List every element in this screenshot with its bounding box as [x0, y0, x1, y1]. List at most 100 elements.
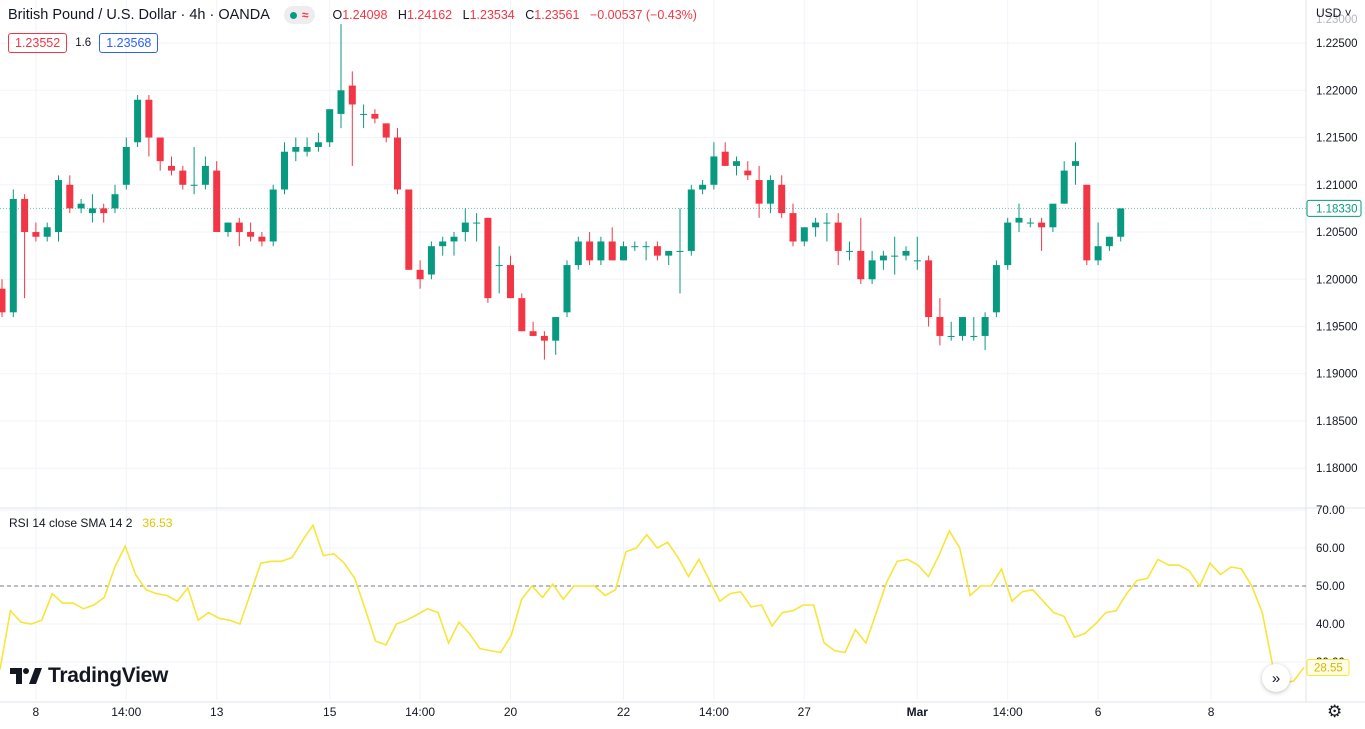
- settings-gear-icon[interactable]: ⚙: [1327, 702, 1343, 721]
- market-status[interactable]: ≈: [283, 6, 315, 24]
- price-tick-label: 1.18000: [1316, 463, 1358, 475]
- candle-body: [111, 194, 119, 209]
- candle-body: [981, 317, 989, 336]
- candle-body: [766, 180, 774, 204]
- currency-label: USD: [1316, 6, 1342, 20]
- price-tick-label: 1.18500: [1316, 416, 1358, 428]
- candle-body: [371, 113, 379, 119]
- tradingview-logo[interactable]: TradingView: [10, 664, 168, 688]
- rsi-legend[interactable]: RSI 14 close SMA 14 2 36.53: [9, 516, 172, 530]
- candle-body: [1049, 203, 1057, 228]
- candle-body: [597, 241, 605, 261]
- candle-body: [235, 222, 243, 233]
- candle-body: [800, 227, 808, 242]
- candle-body: [156, 137, 164, 162]
- double-chevron-right-icon: »: [1271, 669, 1281, 687]
- candle-body: [201, 165, 209, 185]
- candle-body: [620, 246, 627, 261]
- time-tick-label: 15: [323, 705, 337, 719]
- tradingview-logo-icon: [10, 668, 42, 684]
- candle-body: [687, 189, 695, 251]
- candle-body: [292, 146, 300, 152]
- time-tick-label: 14:00: [405, 705, 435, 719]
- last-rsi-box: [1306, 659, 1350, 677]
- rsi-label: RSI 14 close SMA 14 2: [9, 516, 133, 530]
- open-label: O: [332, 8, 343, 22]
- candle-body: [326, 109, 334, 143]
- candle-body: [461, 222, 469, 233]
- candle-body: [699, 184, 707, 190]
- candle-body: [789, 213, 797, 242]
- candle-body: [1117, 208, 1125, 237]
- candle-body: [281, 151, 288, 190]
- price-tick-label: 1.22000: [1316, 85, 1358, 97]
- low-value: 1.23534: [469, 8, 515, 22]
- candle-body: [88, 208, 96, 214]
- candle-body: [1060, 170, 1068, 204]
- candle-body: [100, 208, 108, 214]
- time-tick-label: 14:00: [699, 705, 729, 719]
- candle-body: [631, 246, 639, 248]
- candle-body: [925, 260, 933, 318]
- last-price-label: 1.18330: [1316, 203, 1358, 215]
- open-value: 1.24098: [342, 8, 388, 22]
- candle-body: [665, 250, 673, 256]
- candle-body: [540, 335, 548, 341]
- time-tick-label: 13: [210, 705, 224, 719]
- candle-body: [823, 222, 831, 224]
- price-tick-label: 1.21000: [1316, 180, 1358, 192]
- candle-body: [247, 232, 255, 237]
- buy-button[interactable]: 1.23568: [99, 33, 159, 53]
- candle-body: [608, 241, 616, 261]
- candle-body: [439, 241, 447, 247]
- candle-body: [879, 255, 887, 261]
- candle-body: [834, 222, 842, 251]
- candle-body: [43, 227, 51, 237]
- rsi-tick-label: 40.00: [1316, 619, 1345, 631]
- candle-body: [653, 246, 661, 256]
- candle-body: [9, 198, 17, 313]
- candle-body: [360, 113, 368, 115]
- sell-button[interactable]: 1.23552: [8, 33, 68, 53]
- candle-body: [721, 151, 729, 166]
- candle-body: [676, 250, 684, 252]
- time-tick-label: 6: [1095, 705, 1102, 719]
- candle-body: [1026, 222, 1034, 224]
- candle-body: [0, 288, 6, 313]
- time-tick-label: 14:00: [111, 705, 141, 719]
- symbol-title[interactable]: British Pound / U.S. Dollar · 4h · OANDA: [8, 7, 270, 23]
- candle-body: [902, 250, 910, 256]
- price-tick-label: 1.20000: [1316, 274, 1358, 286]
- candle-body: [812, 222, 820, 228]
- price-tick-label: 1.19000: [1316, 369, 1358, 381]
- candle-body: [179, 170, 187, 185]
- candle-body: [744, 170, 752, 176]
- high-value: 1.24162: [406, 8, 453, 22]
- candle-body: [394, 137, 401, 190]
- high-label: H: [397, 8, 407, 22]
- candle-body: [1072, 161, 1079, 166]
- candle-body: [947, 335, 955, 337]
- scroll-to-realtime-button[interactable]: »: [1262, 664, 1290, 692]
- change-value: −0.00537 (−0.43%): [589, 8, 697, 22]
- candle-body: [1015, 217, 1023, 223]
- market-open-dot-icon: [289, 11, 297, 19]
- candle-body: [122, 146, 130, 185]
- rsi-tick-label: 70.00: [1316, 505, 1345, 517]
- chart-header: British Pound / U.S. Dollar · 4h · OANDA…: [8, 6, 704, 24]
- candle-body: [134, 99, 142, 143]
- candle-body: [529, 331, 537, 336]
- candle-body: [32, 232, 40, 237]
- candle-body: [518, 298, 526, 332]
- candle-body: [190, 184, 198, 186]
- currency-selector[interactable]: USD ˅: [1316, 6, 1352, 20]
- candle-body: [213, 170, 221, 233]
- candle-body: [269, 189, 277, 242]
- price-tick-label: 1.22500: [1316, 38, 1358, 50]
- chevron-down-icon: ˅: [1341, 6, 1352, 20]
- candle-body: [1105, 236, 1113, 247]
- low-label: L: [462, 8, 470, 22]
- logo-text: TradingView: [48, 664, 169, 687]
- candle-body: [66, 184, 74, 209]
